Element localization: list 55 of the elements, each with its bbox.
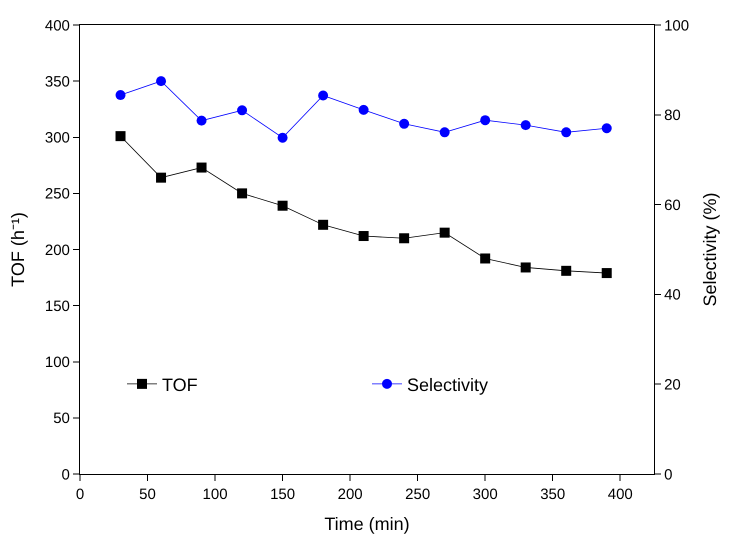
point <box>602 268 612 278</box>
y-tick-label: 150 <box>44 298 70 315</box>
point <box>520 120 531 130</box>
y-tick-label: 0 <box>62 466 70 484</box>
x-tick-label: 350 <box>540 486 566 504</box>
point <box>116 131 126 142</box>
x-tick-label: 150 <box>270 486 296 504</box>
y2-tick-label: 60 <box>664 196 681 214</box>
y-tick-label: 200 <box>44 242 70 259</box>
point <box>561 266 572 276</box>
point <box>399 118 410 129</box>
y-axis-title: TOF (h⁻¹) <box>8 212 28 287</box>
point <box>116 90 126 100</box>
y-tick-label: 100 <box>44 354 70 371</box>
y-tick-label: 400 <box>44 17 70 34</box>
x-tick-label: 50 <box>139 486 156 504</box>
x-tick-label: 300 <box>472 486 498 504</box>
y2-tick-label: 100 <box>664 17 690 34</box>
y-tick-label: 50 <box>53 410 70 428</box>
y2-tick-label: 40 <box>664 286 681 304</box>
point <box>156 76 166 86</box>
y-tick-label: 350 <box>44 73 70 90</box>
point <box>480 115 490 126</box>
x-tick-label: 200 <box>338 486 363 504</box>
x-tick-label: 100 <box>202 486 228 504</box>
point <box>440 228 450 238</box>
point <box>480 253 490 264</box>
x-tick-label: 400 <box>608 486 633 504</box>
point <box>602 123 612 134</box>
y2-tick-label: 0 <box>664 466 672 484</box>
x-tick-label: 250 <box>405 486 430 504</box>
point <box>561 127 572 138</box>
y2-tick-label: 20 <box>664 376 681 394</box>
point <box>237 105 248 116</box>
y2-axis-title: Selectivity (%) <box>700 192 720 307</box>
point <box>399 233 410 244</box>
y-tick-label: 300 <box>44 130 70 146</box>
x-tick-label: 0 <box>76 486 84 504</box>
point <box>440 127 450 138</box>
point <box>237 188 248 198</box>
legend-label: TOF <box>162 374 198 395</box>
legend-label: Selectivity <box>407 374 488 395</box>
point <box>358 104 369 115</box>
point <box>278 200 288 211</box>
y-tick-label: 250 <box>44 186 70 203</box>
point <box>156 172 166 183</box>
point <box>278 132 288 143</box>
point <box>520 262 531 272</box>
point <box>196 162 207 173</box>
point <box>318 90 328 100</box>
point <box>358 231 369 242</box>
point <box>196 116 207 126</box>
x-axis-title: Time (min) <box>324 514 410 534</box>
y2-tick-label: 80 <box>664 107 681 124</box>
point <box>318 220 328 230</box>
